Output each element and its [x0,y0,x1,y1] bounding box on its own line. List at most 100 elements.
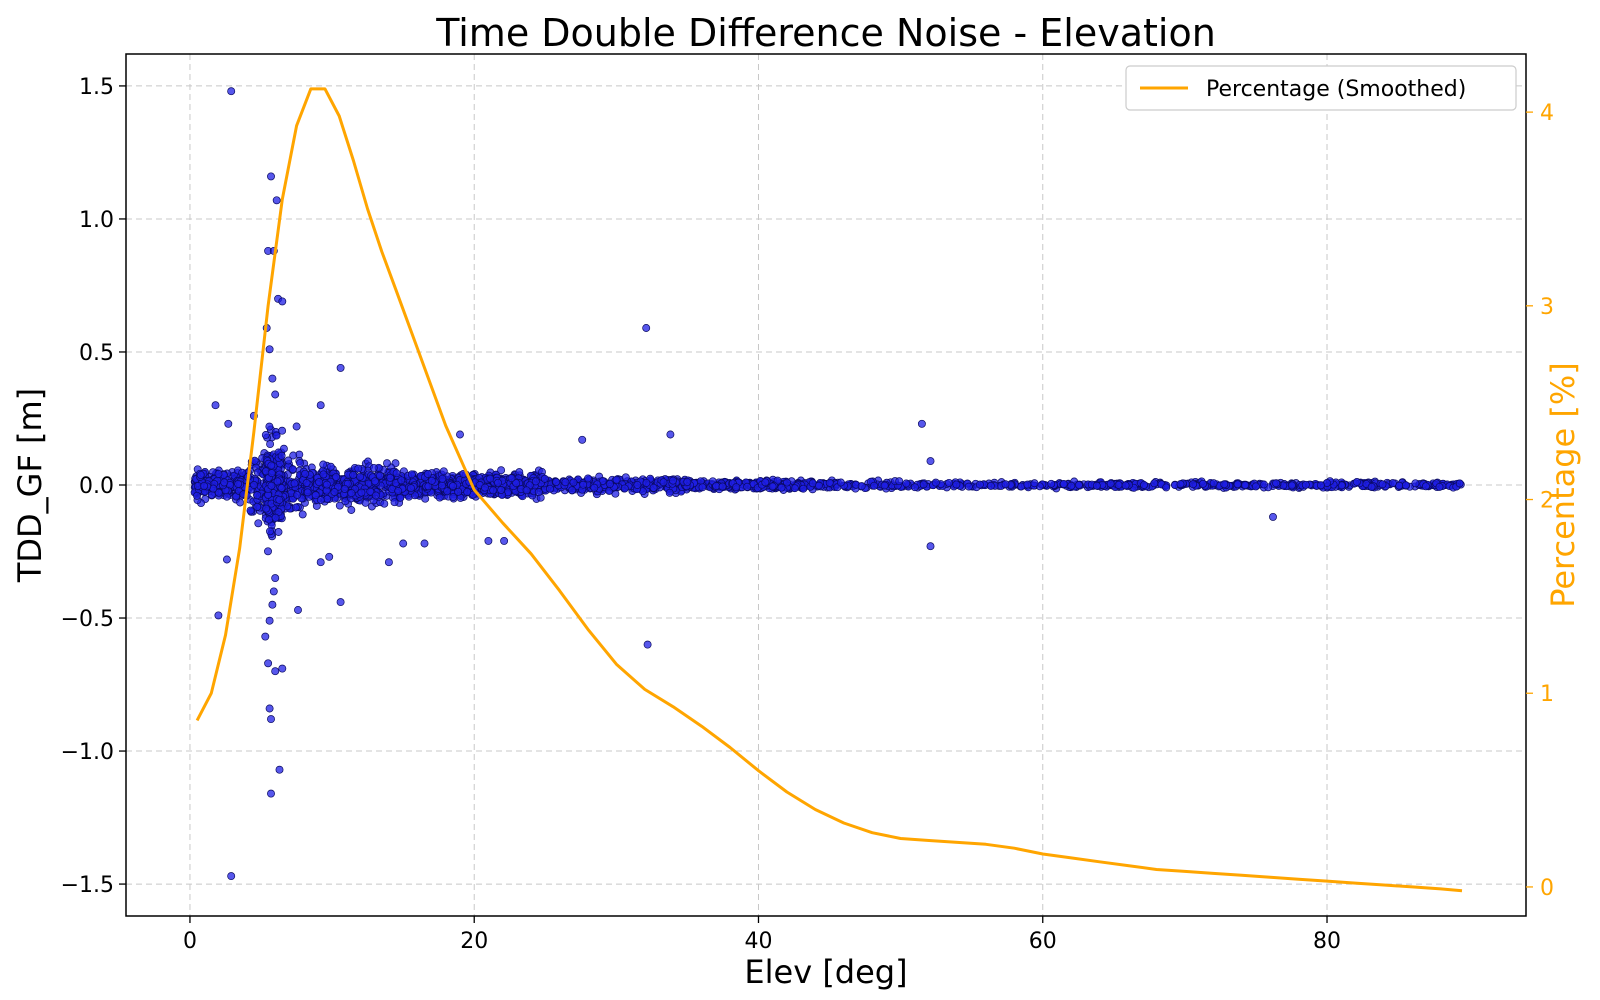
scatter-point [322,480,331,489]
scatter-point [1176,480,1185,489]
scatter-point [407,470,416,479]
scatter-point [531,477,540,486]
scatter-point [383,459,391,468]
scatter-point [238,468,247,477]
x-tick-label: 0 [183,929,197,954]
scatter-point [222,555,231,564]
chart-title: Time Double Difference Noise - Elevation [435,11,1216,55]
scatter-point [370,477,379,486]
scatter-point [292,422,301,431]
scatter-point [1189,480,1198,489]
scatter-point [330,488,339,496]
scatter-point [649,483,658,492]
scatter-point [326,462,335,471]
scatter-point [291,503,300,512]
scatter-point [274,528,283,536]
scatter-point [290,479,299,488]
scatter-point [267,481,276,490]
scatter-point [266,527,274,536]
scatter-point [325,552,334,561]
y-tick-label: 0.0 [79,474,114,499]
scatter-point [302,479,311,487]
scatter-point [236,498,245,507]
scatter-point [975,480,984,489]
scatter-point [284,456,293,465]
scatter-point [964,482,973,491]
scatter-point [267,715,275,724]
scatter-point [323,495,332,503]
scatter-point [1287,481,1296,490]
scatter-point [561,478,570,487]
scatter-point [481,483,489,492]
scatter-point [761,478,770,487]
scatter-point [584,474,592,483]
scatter-point [1233,480,1242,489]
scatter-point [271,574,280,583]
scatter-point [397,476,406,485]
y-axis-right: 0 1 2 3 4 [1526,101,1554,901]
scatter-point [1199,479,1207,488]
scatter-point [399,539,408,548]
scatter-point [253,491,262,500]
scatter-point [316,558,325,567]
scatter-point [605,479,614,488]
scatter-point [1421,482,1430,491]
scatter-point [265,345,274,354]
scatter-point [578,435,587,444]
scatter-point [303,488,312,497]
scatter-point [1074,481,1083,489]
scatter-point [336,363,345,372]
scatter-point [1401,481,1410,490]
scatter-point [484,536,493,545]
scatter-point [347,489,356,498]
scatter-point [1001,480,1010,489]
x-tick-label: 60 [1029,929,1057,954]
scatter-point [271,390,280,399]
scatter-point [1121,481,1130,490]
scatter-point [1367,482,1376,491]
scatter-point [347,506,356,514]
scatter-point [870,481,879,490]
scatter-point [917,419,926,428]
scatter-point [1272,479,1281,488]
scatter-point [214,469,223,478]
scatter-point [1067,481,1076,490]
scatter-point [336,598,345,607]
legend-label: Percentage (Smoothed) [1206,77,1466,102]
scatter-point [642,478,651,487]
legend: Percentage (Smoothed) [1125,65,1517,111]
scatter-point [777,483,786,492]
scatter-point [316,496,325,504]
scatter-point [371,491,380,500]
scatter-point [669,476,677,485]
scatter-point [486,474,495,483]
scatter-point [296,459,305,468]
scatter-point [254,519,263,528]
scatter-point [1352,478,1361,486]
scatter-point [273,477,282,486]
percentage-line-layer [195,87,1463,893]
y2-tick-label: 1 [1540,682,1554,707]
scatter-point [227,872,236,881]
scatter-point [643,640,652,649]
scatter-point [279,444,288,453]
scatter-point [250,481,258,489]
scatter-point [642,324,651,332]
scatter-point [902,479,911,488]
scatter-point [1162,483,1171,492]
scatter-point [1030,479,1039,488]
y2-tick-label: 3 [1540,295,1554,320]
scatter-point [1023,480,1032,489]
x-axis-title: Elev [deg] [744,953,907,991]
scatter-point [246,506,255,515]
scatter-point [1114,480,1123,489]
scatter-point [275,495,284,504]
scatter-point [1251,482,1260,491]
x-tick-label: 20 [460,929,488,954]
scatter-point [319,470,328,479]
scatter-point [250,456,259,465]
scatter-point [262,504,271,513]
scatter-point [267,461,276,470]
scatter-point [301,469,310,478]
